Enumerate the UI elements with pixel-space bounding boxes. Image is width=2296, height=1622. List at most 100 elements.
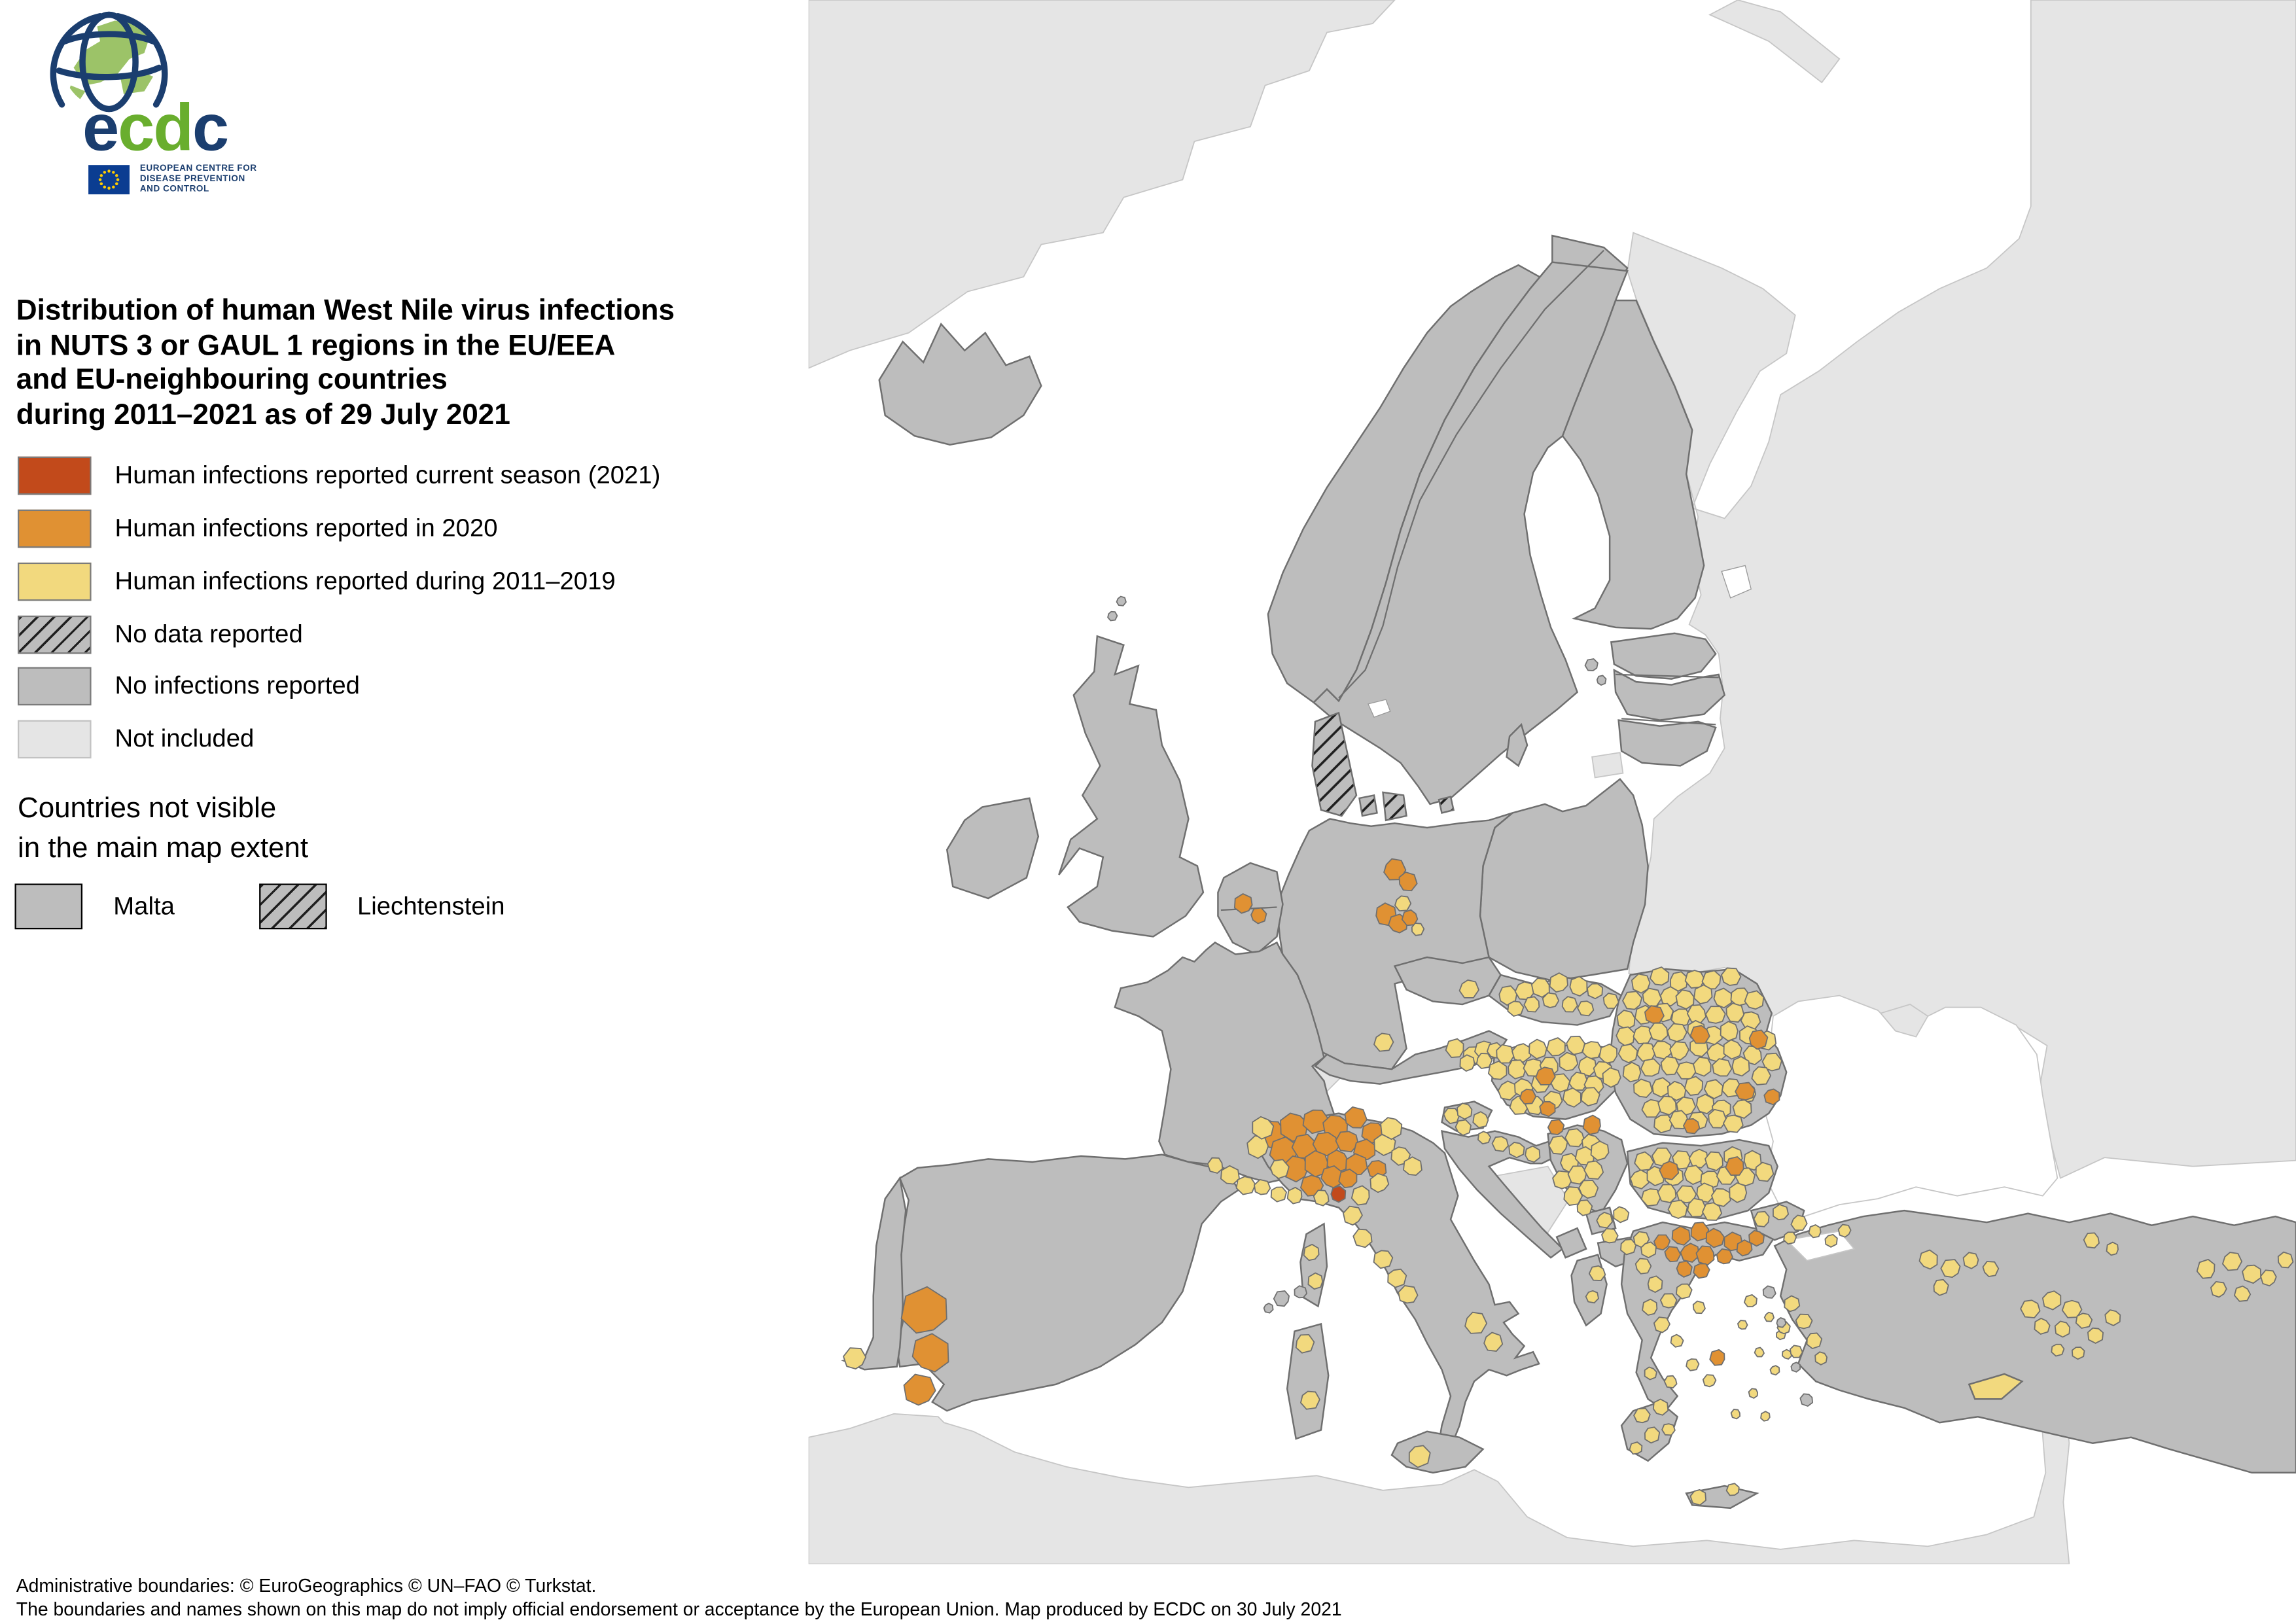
region-iceland bbox=[878, 322, 1042, 446]
nuts3-region-patch bbox=[1547, 1119, 1565, 1135]
nuts3-region-patch bbox=[2196, 1258, 2216, 1279]
nuts3-region-patch bbox=[1601, 1227, 1619, 1244]
nuts3-region-patch bbox=[1736, 1239, 1753, 1257]
nuts3-region-patch bbox=[1459, 1054, 1475, 1072]
region-uk bbox=[1058, 635, 1205, 938]
nuts3-region-patch bbox=[1528, 1038, 1547, 1060]
nuts3-region-patch bbox=[1585, 1290, 1599, 1304]
legend-swatch-not_included bbox=[18, 720, 92, 759]
nuts3-region-patch bbox=[2210, 1280, 2227, 1298]
nuts3-region-patch bbox=[1763, 1088, 1780, 1106]
inset-heading: Countries not visible in the main map ex… bbox=[18, 792, 309, 865]
nuts3-region-patch bbox=[1496, 1044, 1515, 1064]
nuts3-region-patch bbox=[1659, 1293, 1678, 1309]
nuts3-region-patch bbox=[1642, 1298, 1658, 1316]
lake-vanern bbox=[1368, 699, 1391, 718]
globe-icon bbox=[50, 11, 168, 113]
nuts3-region-patch bbox=[1398, 872, 1418, 892]
nuts3-region-patch bbox=[1530, 978, 1550, 998]
nuts3-region-patch bbox=[1737, 1320, 1748, 1330]
nuts3-region-patch bbox=[2075, 1313, 2093, 1329]
nuts3-region-patch bbox=[1352, 1228, 1373, 1248]
region-lithuania bbox=[1617, 719, 1717, 767]
nuts3-region-patch bbox=[1670, 1333, 1684, 1348]
nuts3-region-patch bbox=[1713, 987, 1732, 1009]
nuts3-region-patch bbox=[1652, 1398, 1669, 1416]
legend-label: No infections reported bbox=[115, 672, 360, 701]
region-greenland bbox=[807, 0, 1396, 370]
region-novaya-zemlya bbox=[1708, 0, 1841, 84]
nuts3-region-patch bbox=[1338, 1169, 1358, 1189]
nuts3-region-patch bbox=[1790, 1214, 1808, 1231]
nuts3-region-patch bbox=[1743, 1294, 1757, 1308]
nuts3-region-patch bbox=[1401, 909, 1419, 926]
nuts3-region-patch bbox=[1696, 1182, 1716, 1203]
nuts3-region-patch bbox=[1294, 1285, 1308, 1299]
nuts3-region-patch bbox=[1735, 1082, 1756, 1101]
nuts3-region-patch bbox=[1773, 1204, 1790, 1221]
nuts3-region-patch bbox=[1616, 1010, 1636, 1031]
nuts3-region-patch bbox=[1710, 1188, 1731, 1207]
nuts3-region-patch bbox=[1233, 893, 1253, 914]
nuts3-region-patch bbox=[1564, 1128, 1585, 1148]
nuts3-region-patch bbox=[1695, 1245, 1715, 1266]
nuts3-region-patch bbox=[1684, 970, 1705, 989]
ecdc-logo: ecdc EUROPEAN CENTRE FOR DISEASE PREVENT… bbox=[39, 6, 421, 212]
ecdc-wordmark: ecdc bbox=[82, 90, 229, 166]
nuts3-region-patch bbox=[1748, 1229, 1765, 1247]
nuts3-region-patch bbox=[1675, 1283, 1693, 1299]
nuts3-region-patch bbox=[1837, 1224, 1852, 1238]
nuts3-region-patch bbox=[1676, 1260, 1693, 1278]
nuts3-region-patch bbox=[1642, 987, 1663, 1007]
nuts3-region-patch bbox=[1633, 1078, 1653, 1098]
nuts3-region-patch bbox=[1622, 991, 1643, 1010]
nuts3-region-patch bbox=[1273, 1290, 1290, 1307]
nuts3-region-patch bbox=[1659, 1161, 1680, 1180]
nuts3-region-patch bbox=[1702, 1374, 1717, 1388]
nuts3-region-patch bbox=[1263, 1303, 1274, 1314]
nuts3-region-patch bbox=[2234, 1285, 2252, 1302]
legend-item-no_infections: No infections reported bbox=[18, 667, 660, 707]
nuts3-region-patch bbox=[2087, 1327, 2104, 1344]
nuts3-region-patch bbox=[1602, 1067, 1621, 1088]
nuts3-region-patch bbox=[1982, 1261, 2000, 1277]
nuts3-region-patch bbox=[2222, 1252, 2243, 1271]
nuts3-region-patch bbox=[911, 1333, 949, 1373]
nuts3-region-patch bbox=[1344, 1106, 1368, 1129]
nuts3-region-patch bbox=[1633, 1025, 1653, 1045]
nuts3-region-patch bbox=[1651, 1147, 1672, 1167]
nuts3-region-patch bbox=[1918, 1249, 1938, 1270]
nuts3-region-patch bbox=[1647, 1275, 1663, 1293]
nuts3-region-patch bbox=[1725, 1156, 1744, 1176]
nuts3-region-patch bbox=[1722, 1114, 1744, 1133]
nuts3-region-patch bbox=[1657, 1095, 1677, 1116]
nuts3-region-patch bbox=[1576, 1199, 1593, 1216]
nuts3-region-patch bbox=[1669, 1041, 1689, 1061]
nuts3-region-patch bbox=[1661, 1423, 1676, 1436]
region-latvia bbox=[1613, 668, 1726, 721]
region-denmark-bornholm bbox=[1438, 796, 1455, 814]
nuts3-region-patch bbox=[1598, 1043, 1618, 1064]
nuts3-region-patch bbox=[1320, 1165, 1343, 1189]
nuts3-region-patch bbox=[1814, 1351, 1828, 1366]
nuts3-region-patch bbox=[1716, 1248, 1733, 1265]
nuts3-region-patch bbox=[1539, 1101, 1556, 1118]
region-montenegro bbox=[1555, 1227, 1587, 1259]
nuts3-region-patch bbox=[1940, 1259, 1961, 1278]
nuts3-region-patch bbox=[1116, 595, 1127, 607]
region-sardinia bbox=[1286, 1322, 1330, 1440]
nuts3-region-patch bbox=[843, 1347, 867, 1370]
nuts3-region-patch bbox=[1313, 1190, 1330, 1207]
nuts3-region-patch bbox=[1602, 993, 1619, 1010]
inset-label: Malta bbox=[113, 891, 175, 920]
nuts3-region-patch bbox=[1729, 1182, 1748, 1203]
region-denmark-zealand bbox=[1382, 791, 1407, 822]
map-footer: Administrative boundaries: © EuroGeograp… bbox=[16, 1574, 1342, 1622]
nuts3-region-patch bbox=[1709, 1349, 1725, 1366]
nuts3-region-patch bbox=[1633, 1407, 1651, 1424]
border-ee-lv bbox=[1616, 673, 1719, 679]
legend-label: Not included bbox=[115, 724, 255, 753]
region-denmark-jutland bbox=[1311, 711, 1358, 817]
nuts3-region-patch bbox=[1644, 1005, 1665, 1024]
